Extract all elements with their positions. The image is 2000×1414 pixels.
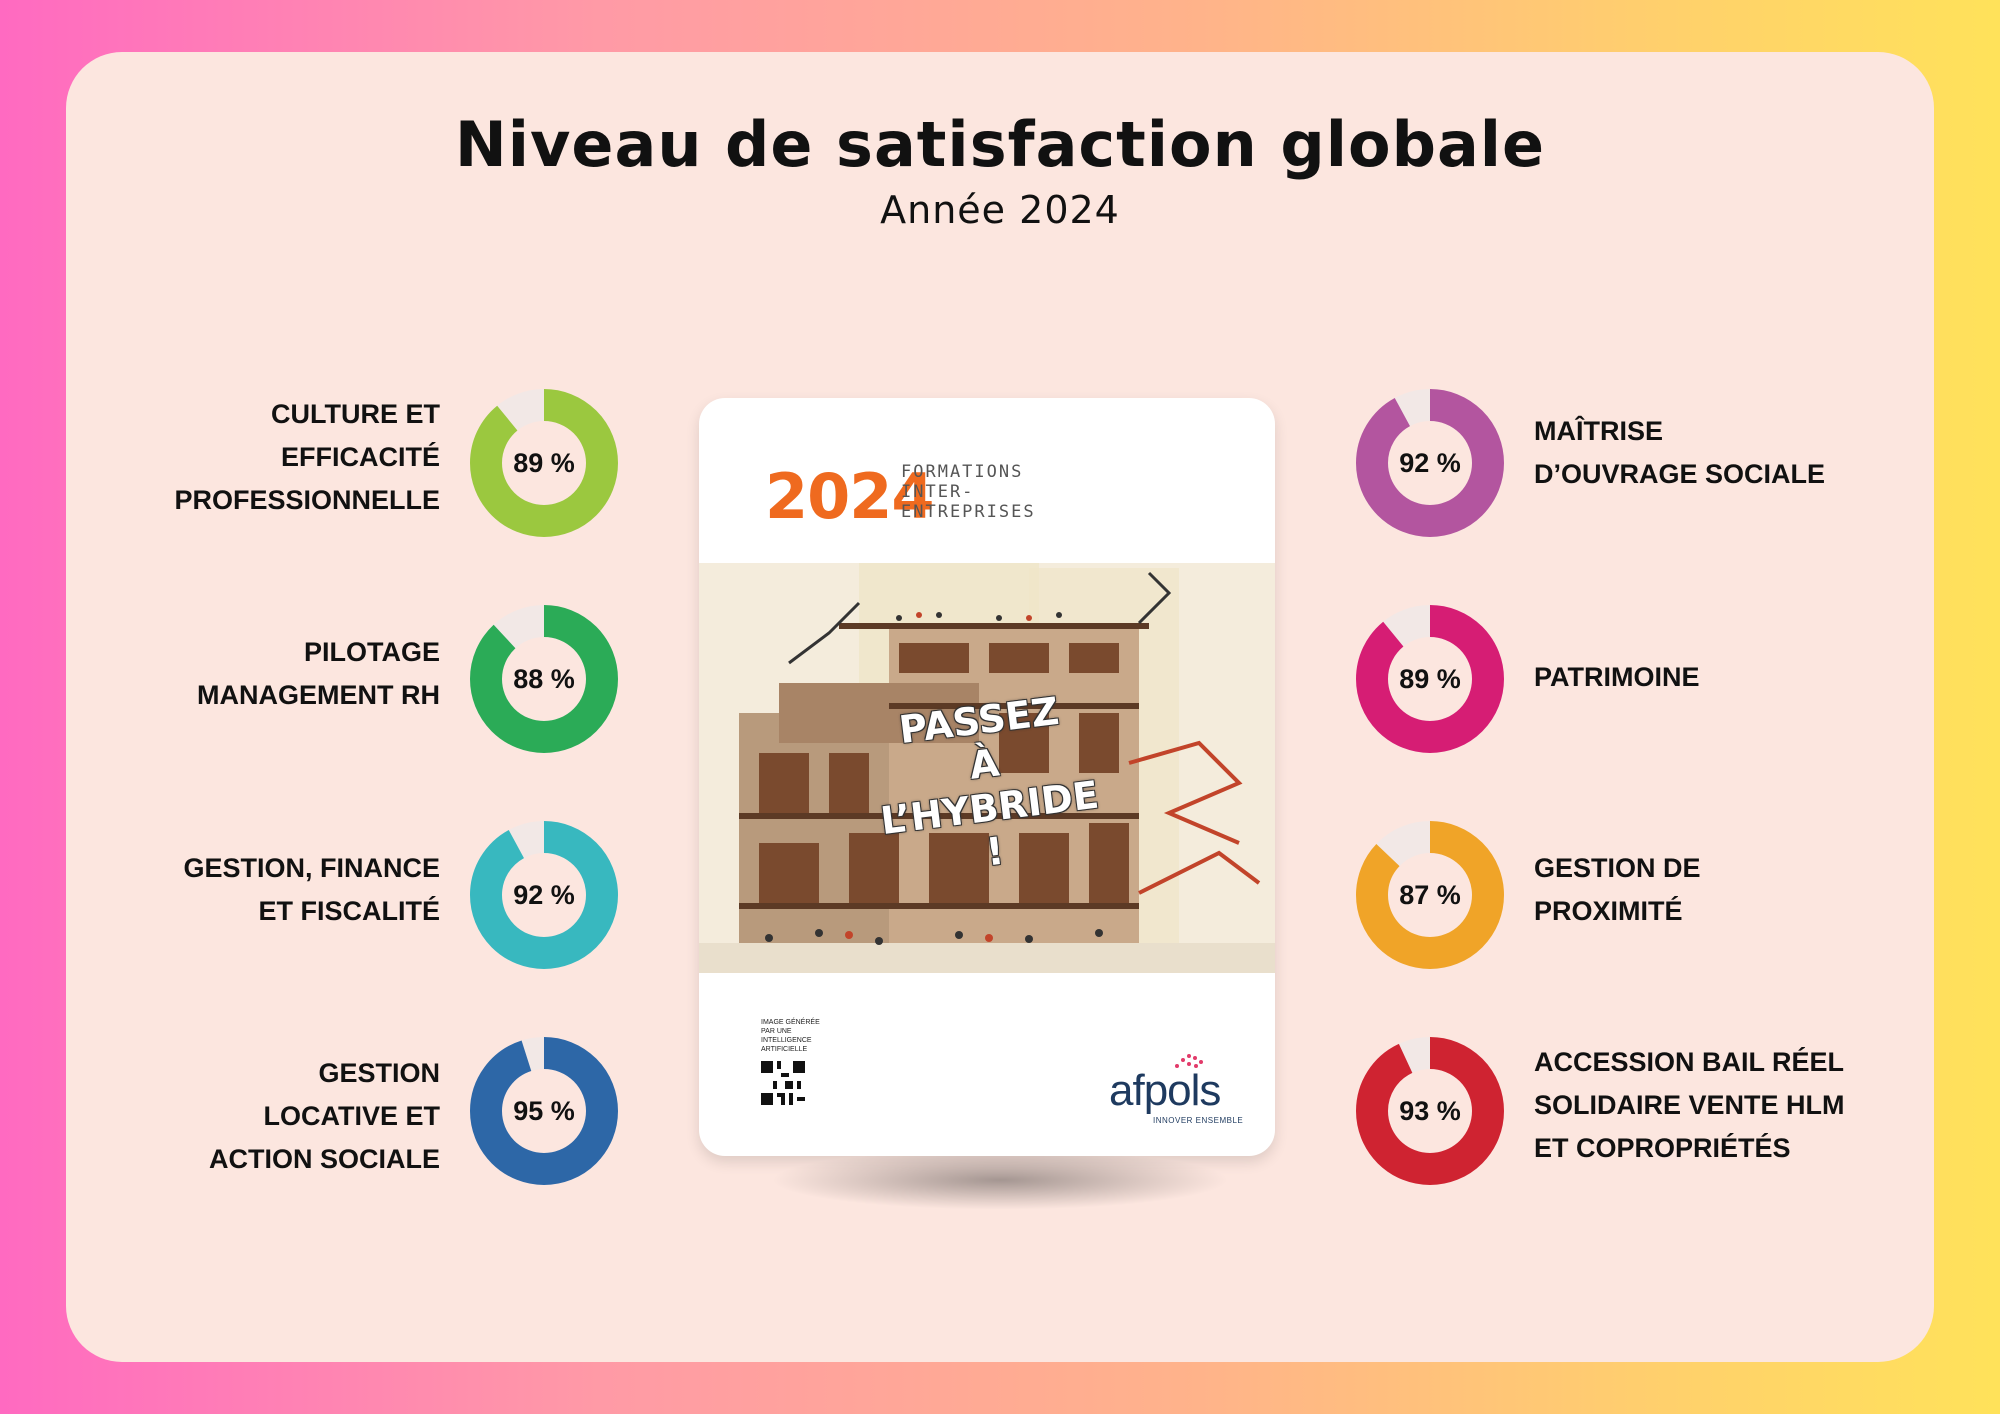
donut-arc (470, 389, 618, 537)
donut-chart: 88 % (470, 605, 618, 753)
donut-chart: 93 % (1356, 1037, 1504, 1185)
donut-arc (1356, 1037, 1504, 1185)
donut-arc (470, 821, 618, 969)
donut-chart: 89 % (1356, 605, 1504, 753)
donut-value: 95 % (513, 1096, 575, 1126)
brochure-tagline: INNOVER ENSEMBLE (1153, 1116, 1244, 1125)
donut-value: 88 % (513, 664, 575, 694)
donut-chart: 89 % (470, 389, 618, 537)
donut-chart: 87 % (1356, 821, 1504, 969)
brochure-shadow (770, 1150, 1230, 1210)
donut-svg (1356, 605, 1504, 753)
chart-title: Niveau de satisfaction globale (454, 108, 1546, 181)
brochure-cover: 2024 FORMATIONS INTER- ENTREPRISES (699, 398, 1275, 1156)
donut-svg (1356, 821, 1504, 969)
category-label: ACCESSION BAIL RÉEL SOLIDAIRE VENTE HLM … (1534, 1047, 1845, 1163)
category-label: PILOTAGE MANAGEMENT RH (197, 637, 440, 710)
brochure-year: 2024 (765, 460, 935, 533)
donut-svg (470, 821, 618, 969)
donut-svg (1356, 1037, 1504, 1185)
qr-code-icon (761, 1061, 805, 1110)
donut-value: 87 % (1399, 880, 1461, 910)
donut-svg (470, 605, 618, 753)
brochure-subtitle: FORMATIONS INTER- ENTREPRISES (901, 462, 1036, 522)
donut-svg (1356, 389, 1504, 537)
donut-value: 92 % (1399, 448, 1461, 478)
category-label: GESTION DE PROXIMITÉ (1534, 853, 1701, 926)
library-illustration (699, 538, 1275, 973)
donut-arc (1356, 389, 1504, 537)
ai-image-note: IMAGE GÉNÉRÉE PAR UNE INTELLIGENCE ARTIF… (761, 1019, 820, 1053)
donut-chart: 92 % (470, 821, 618, 969)
donut-value: 89 % (513, 448, 575, 478)
brochure-line: INTER- (901, 482, 975, 502)
donut-arc (1356, 605, 1504, 753)
donut-value: 89 % (1399, 664, 1461, 694)
brochure-headline: PASSEZ À L’HYBRIDE ! (878, 688, 1102, 875)
donut-svg (470, 1037, 618, 1185)
category-label: MAÎTRISE D’OUVRAGE SOCIALE (1534, 416, 1826, 489)
brochure-line: FORMATIONS (901, 462, 1024, 482)
donut-arc (1356, 821, 1504, 969)
donut-value: 93 % (1399, 1096, 1461, 1126)
donut-arc (470, 1037, 618, 1185)
donut-svg (470, 389, 618, 537)
category-label: PATRIMOINE (1534, 662, 1700, 692)
donut-chart: 95 % (470, 1037, 618, 1185)
brochure-line: ENTREPRISES (901, 502, 1036, 522)
category-label: GESTION, FINANCE ET FISCALITÉ (183, 853, 440, 926)
chart-subtitle: Année 2024 (880, 188, 1120, 232)
afpols-logo: afpols (1109, 1066, 1221, 1115)
category-label: GESTION LOCATIVE ET ACTION SOCIALE (208, 1058, 440, 1174)
logo-mark-icon (1169, 1048, 1209, 1077)
donut-value: 92 % (513, 880, 575, 910)
category-label: CULTURE ET EFFICACITÉ PROFESSIONNELLE (174, 399, 440, 515)
donut-chart: 92 % (1356, 389, 1504, 537)
donut-arc (470, 605, 618, 753)
